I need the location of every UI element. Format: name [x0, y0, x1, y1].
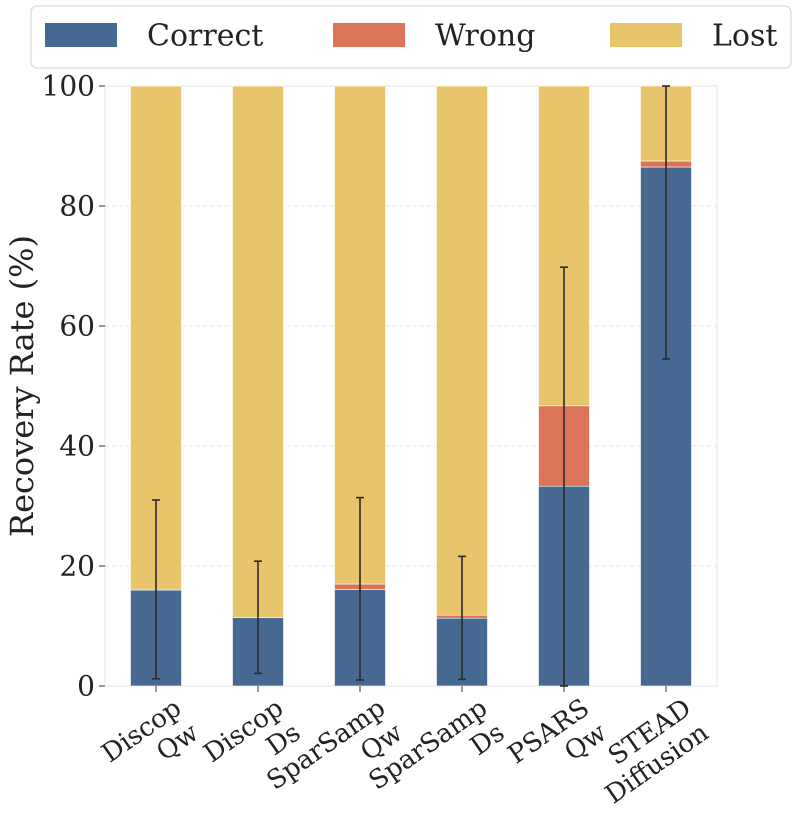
y-tick-label: 60 [59, 310, 95, 343]
legend-swatch-correct [45, 23, 117, 47]
plot-area-frame [104, 85, 718, 687]
bar-lost-1 [232, 85, 284, 618]
legend-label-correct: Correct [147, 19, 263, 54]
bar-lost-0 [130, 85, 182, 591]
grid-lines [105, 205, 717, 567]
y-tick-label: 80 [59, 190, 95, 223]
y-tick-label: 100 [42, 70, 95, 103]
y-tick-label: 0 [77, 670, 95, 703]
error-bars [152, 85, 670, 687]
legend-label-lost: Lost [712, 19, 777, 54]
y-tick-label: 40 [59, 430, 95, 463]
x-tick-label: PSARSQw [503, 693, 612, 795]
x-tick-label: STEADDiffusion [583, 693, 715, 810]
bar-lost-3 [436, 85, 488, 616]
legend-box [30, 5, 792, 69]
y-axis-label: Recovery Rate (%) [3, 235, 41, 537]
legend-swatch-wrong [333, 23, 405, 47]
x-tick-label: DiscopQw [97, 693, 205, 793]
bars [130, 85, 692, 687]
legend-swatch-lost [610, 23, 682, 47]
legend-label-wrong: Wrong [435, 19, 535, 54]
y-axis: 0 20 40 60 80 100 [42, 70, 105, 703]
legend: Correct Wrong Lost [30, 5, 792, 69]
y-tick-label: 20 [59, 550, 95, 583]
x-axis: DiscopQwDiscopDsSparSampQwSparSampDsPSAR… [97, 686, 715, 810]
